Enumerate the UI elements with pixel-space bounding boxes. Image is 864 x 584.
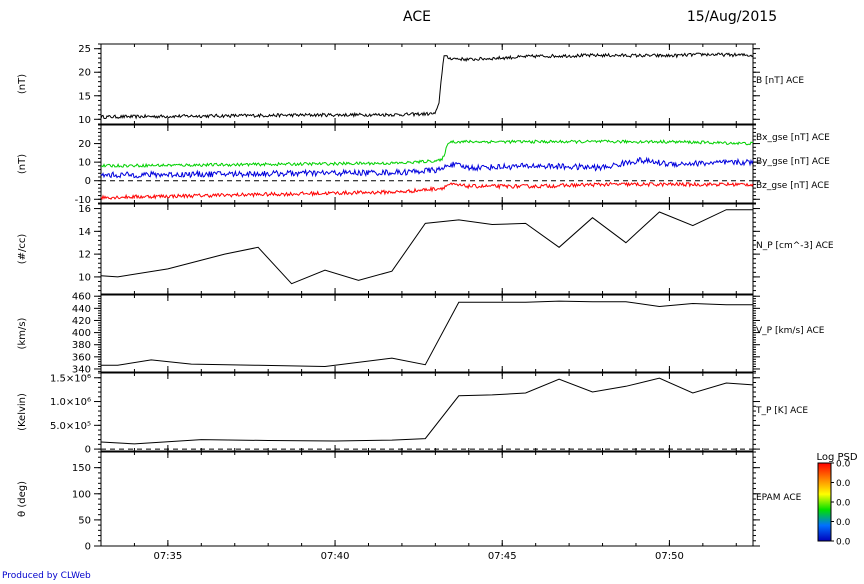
- y-tick-label: 420: [72, 316, 91, 327]
- y-tick-label: 0: [85, 176, 91, 187]
- series-label: B [nT] ACE: [756, 76, 804, 86]
- y-tick-label: 10: [78, 272, 91, 283]
- colorbar-title: Log PSD: [816, 452, 857, 463]
- series-label: Bz_gse [nT] ACE: [756, 181, 830, 191]
- series-label: T_P [K] ACE: [755, 406, 808, 416]
- y-tick-label: 380: [72, 340, 91, 351]
- panel-frame: [100, 372, 754, 452]
- y-tick-label: 50: [78, 515, 91, 526]
- series-line: [100, 139, 753, 168]
- y-axis-label: (nT): [17, 154, 28, 174]
- y-axis-label: (km/s): [17, 317, 28, 349]
- y-axis-label: (nT): [17, 74, 28, 94]
- panel-frame: [100, 203, 754, 295]
- y-tick-label: 16: [78, 204, 91, 215]
- y-tick-label: 25: [78, 44, 91, 55]
- y-tick-label: 5.0×10⁵: [50, 421, 91, 432]
- colorbar: Log PSD 0.0 0.0 0.0 0.0 0.0: [816, 452, 857, 548]
- panel-frame: [100, 294, 754, 373]
- series-label: Bx_gse [nT] ACE: [756, 133, 830, 143]
- colorbar-tick-label: 0.0: [836, 479, 851, 489]
- y-axis-label: θ (deg): [17, 481, 28, 517]
- series-label: N_P [cm^-3] ACE: [756, 241, 834, 251]
- colorbar-tick-label: 0.0: [836, 518, 851, 528]
- x-tick-label: 07:50: [655, 551, 684, 562]
- panel-tp: 0 5.0×10⁵ 1.0×10⁶ 1.5×10⁶ (Kelvin) T_P [K] AC…: [17, 372, 808, 456]
- panel-bgse: -10 0 10 20 (nT) Bx_gse [nT] ACE By_gse [nT] A…: [17, 124, 830, 206]
- y-tick-label: 20: [78, 68, 91, 79]
- panel-frame: [100, 43, 754, 125]
- colorbar-tick-label: 0.0: [836, 538, 851, 548]
- y-tick-label: 360: [72, 352, 91, 363]
- y-tick-label: 100: [72, 489, 91, 500]
- series-line: [100, 156, 754, 180]
- y-tick-label: 20: [78, 139, 91, 150]
- y-tick-label: 1.5×10⁶: [50, 373, 91, 384]
- series-line: [100, 52, 754, 120]
- y-tick-label: -10: [75, 195, 91, 206]
- panel-bmag: 10 15 20 25 (nT) B [nT] ACE: [17, 43, 804, 126]
- series-label: By_gse [nT] ACE: [756, 157, 830, 167]
- y-tick-label: 400: [72, 328, 91, 339]
- x-tick-label: 07:40: [321, 551, 350, 562]
- series-line: [101, 300, 753, 368]
- y-tick-label: 12: [78, 250, 91, 261]
- y-tick-label: 150: [72, 463, 91, 474]
- y-tick-label: 340: [72, 364, 91, 375]
- series-label: EPAM ACE: [756, 493, 802, 503]
- panel-frame: [100, 124, 754, 204]
- y-tick-label: 0: [85, 445, 91, 456]
- chart-title: ACE: [403, 9, 431, 25]
- panel-theta: 0 50 100 150 θ (deg) EPAM ACE: [17, 451, 802, 553]
- y-tick-label: 15: [78, 91, 91, 102]
- credit-label: Produced by CLWeb: [2, 571, 91, 581]
- x-tick-label: 07:45: [488, 551, 517, 562]
- y-tick-label: 440: [72, 304, 91, 315]
- series-line: [100, 209, 753, 285]
- y-tick-label: 0: [85, 542, 91, 553]
- y-tick-label: 1.0×10⁶: [50, 397, 91, 408]
- series-line: [100, 181, 754, 201]
- series-line: [100, 377, 754, 445]
- y-tick-label: 10: [78, 115, 91, 126]
- y-tick-label: 10: [78, 158, 91, 169]
- date-label: 15/Aug/2015: [687, 9, 777, 25]
- y-axis-label: (#/cc): [17, 234, 28, 265]
- x-tick-label: 07:35: [153, 551, 182, 562]
- y-axis-label: (Kelvin): [17, 393, 28, 431]
- colorbar-gradient: [817, 462, 832, 542]
- panel-frame: [100, 451, 754, 547]
- y-tick-label: 14: [78, 227, 91, 238]
- panel-np: 10 12 14 16 (#/cc) N_P [cm^-3] ACE: [17, 203, 834, 295]
- colorbar-tick-label: 0.0: [836, 460, 851, 470]
- series-label: V_P [km/s] ACE: [756, 326, 825, 336]
- y-tick-label: 460: [72, 292, 91, 303]
- colorbar-tick-label: 0.0: [836, 499, 851, 509]
